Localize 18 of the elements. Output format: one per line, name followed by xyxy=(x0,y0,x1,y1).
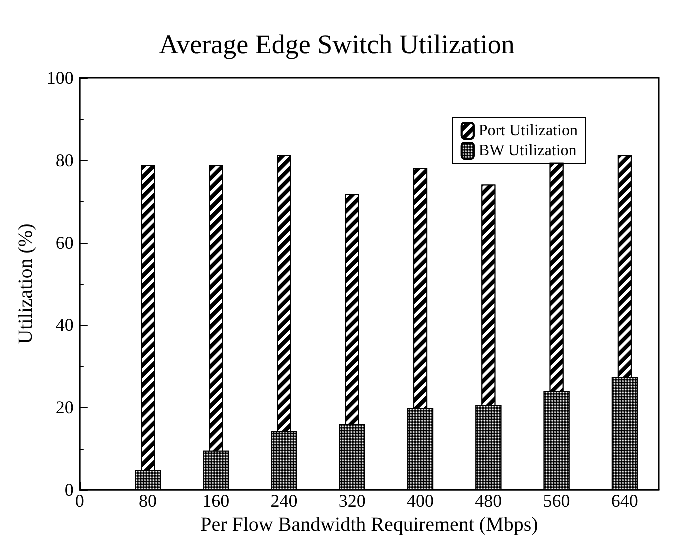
y-tick-label: 80 xyxy=(56,150,74,170)
chart-title: Average Edge Switch Utilization xyxy=(159,30,516,60)
y-tick-label: 100 xyxy=(46,68,74,88)
y-tick-label: 60 xyxy=(56,232,74,253)
x-tick-label: 80 xyxy=(139,491,158,511)
legend-label: Port Utilization xyxy=(478,122,578,140)
x-tick-label: 640 xyxy=(611,491,638,511)
y-tick-label: 20 xyxy=(56,398,74,418)
y-tick-label: 40 xyxy=(56,315,74,336)
x-tick-label: 240 xyxy=(270,491,298,511)
legend-label: BW Utilization xyxy=(478,142,577,160)
x-tick-label: 560 xyxy=(543,491,570,511)
x-tick-label: 400 xyxy=(407,491,434,511)
x-axis-title: Per Flow Bandwidth Requirement (Mbps) xyxy=(200,514,538,536)
x-tick-label: 320 xyxy=(338,491,366,511)
x-tick-label: 480 xyxy=(475,491,502,511)
x-tick-label: 160 xyxy=(202,491,230,511)
y-axis-title: Utilization (%) xyxy=(15,224,37,344)
